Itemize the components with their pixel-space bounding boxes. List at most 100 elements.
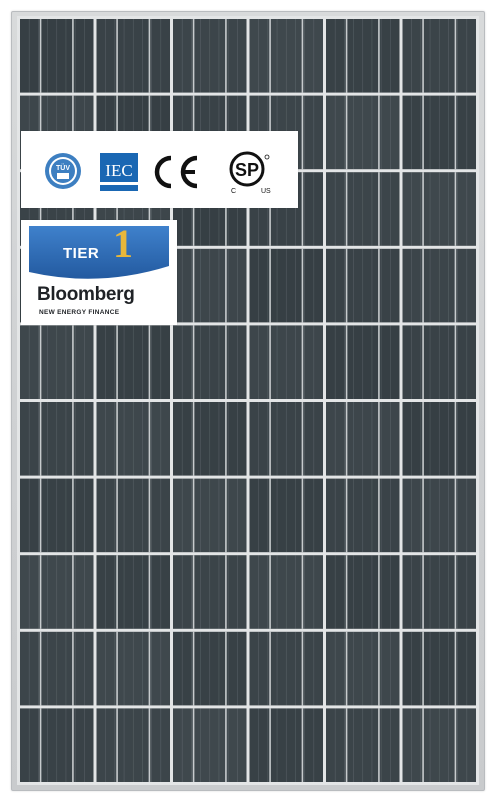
solar-cell-face: [326, 95, 400, 170]
tier-ribbon: [29, 226, 169, 282]
csa-logo-us: US: [261, 188, 271, 195]
solar-cell-face: [96, 402, 170, 476]
solar-cell: [402, 19, 476, 93]
solar-cell: [249, 708, 323, 782]
solar-cell-face: [20, 478, 94, 553]
solar-cell-face: [173, 478, 247, 553]
solar-cell: [402, 325, 476, 399]
solar-cell-face: [402, 555, 476, 629]
solar-cell: [326, 478, 400, 553]
tier-number: 1: [113, 221, 133, 266]
solar-cell-face: [20, 402, 94, 476]
solar-cell-face: [96, 631, 170, 706]
solar-cell: [20, 325, 94, 399]
solar-cell: [173, 631, 247, 706]
solar-cell-face: [249, 631, 323, 706]
solar-cell-face: [96, 19, 170, 93]
solar-cell: [326, 325, 400, 399]
solar-cell-face: [173, 631, 247, 706]
solar-cell: [249, 631, 323, 706]
solar-cell: [249, 555, 323, 629]
solar-cell-face: [326, 631, 400, 706]
solar-cell-face: [326, 172, 400, 246]
solar-cell: [96, 708, 170, 782]
solar-cell: [173, 478, 247, 553]
solar-cell-face: [249, 708, 323, 782]
solar-cell-face: [402, 95, 476, 170]
solar-cell: [402, 555, 476, 629]
solar-cell: [402, 631, 476, 706]
solar-cell: [326, 248, 400, 323]
csa-logo-text: SP: [235, 160, 259, 180]
solar-cell-face: [326, 708, 400, 782]
solar-cell-face: [20, 708, 94, 782]
solar-cell: [402, 172, 476, 246]
solar-cell-face: [402, 325, 476, 399]
solar-cell: [402, 708, 476, 782]
solar-cell-face: [402, 402, 476, 476]
solar-cell: [96, 555, 170, 629]
iec-logo-text: IEC: [105, 161, 132, 180]
solar-cell-face: [173, 325, 247, 399]
solar-cell-face: [249, 478, 323, 553]
solar-cell: [173, 555, 247, 629]
solar-cell: [20, 631, 94, 706]
solar-cell-face: [402, 708, 476, 782]
solar-cell: [96, 478, 170, 553]
solar-cell-face: [249, 325, 323, 399]
solar-cell: [20, 402, 94, 476]
solar-cell: [326, 172, 400, 246]
solar-cell-face: [20, 325, 94, 399]
solar-cell-face: [96, 478, 170, 553]
solar-cell: [173, 248, 247, 323]
solar-cell-face: [96, 325, 170, 399]
bloomberg-brand: Bloomberg: [37, 284, 135, 305]
solar-cell-face: [20, 19, 94, 93]
solar-cell-face: [249, 19, 323, 93]
solar-cell: [326, 708, 400, 782]
solar-cell: [326, 19, 400, 93]
solar-cell: [249, 402, 323, 476]
solar-cell-face: [402, 19, 476, 93]
solar-cell-face: [173, 19, 247, 93]
solar-cell: [402, 95, 476, 170]
solar-cell: [249, 325, 323, 399]
solar-cell-face: [326, 325, 400, 399]
solar-cell: [96, 325, 170, 399]
solar-cell-face: [249, 248, 323, 323]
solar-cell-face: [173, 555, 247, 629]
solar-cell-face: [20, 631, 94, 706]
solar-cell: [20, 708, 94, 782]
solar-cell-face: [326, 402, 400, 476]
solar-cell-face: [402, 172, 476, 246]
solar-cell: [20, 19, 94, 93]
solar-cell-face: [173, 248, 247, 323]
solar-cell: [326, 555, 400, 629]
tuv-logo-text: TÜV: [56, 163, 70, 172]
solar-cell: [20, 478, 94, 553]
ce-logo: [149, 153, 203, 191]
certification-strip: TÜV IEC SP C US: [21, 131, 298, 208]
tier-label: TIER: [63, 245, 100, 262]
iec-logo: IEC: [100, 153, 138, 191]
tuv-logo: TÜV: [43, 151, 83, 191]
solar-cell: [96, 19, 170, 93]
tier1-badge: TIER 1 Bloomberg NEW ENERGY FINANCE: [21, 220, 177, 325]
solar-cell: [249, 19, 323, 93]
solar-cell-face: [402, 478, 476, 553]
solar-cell-face: [326, 478, 400, 553]
solar-cell: [173, 708, 247, 782]
bloomberg-subtitle: NEW ENERGY FINANCE: [39, 309, 120, 316]
solar-cell: [402, 402, 476, 476]
solar-cell-face: [249, 402, 323, 476]
solar-cell: [96, 631, 170, 706]
solar-cell: [402, 478, 476, 553]
solar-cell: [96, 402, 170, 476]
solar-cell-face: [249, 555, 323, 629]
solar-cell-face: [402, 248, 476, 323]
solar-cell-face: [20, 555, 94, 629]
solar-cell-face: [96, 708, 170, 782]
solar-cell-face: [326, 19, 400, 93]
solar-cell-face: [402, 631, 476, 706]
